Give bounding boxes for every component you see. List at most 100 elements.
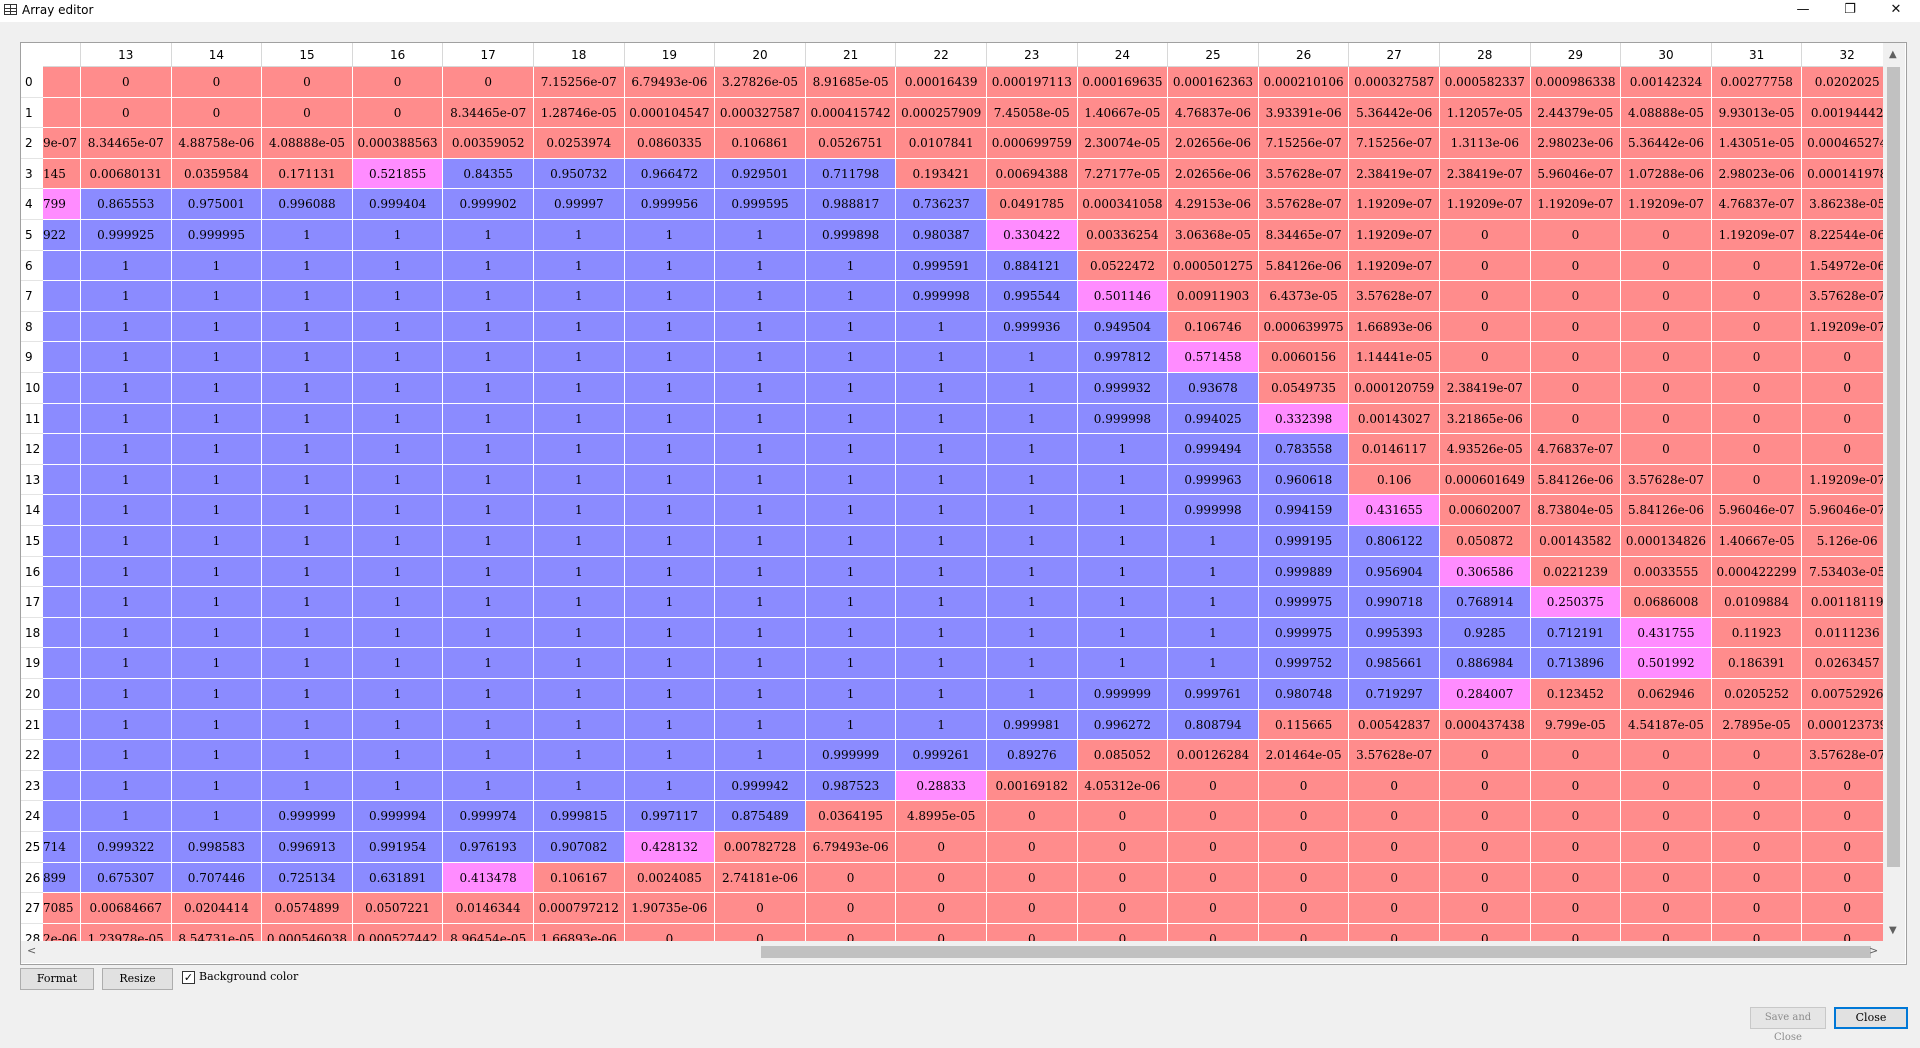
table-cell[interactable]: 1 — [443, 403, 534, 435]
table-cell[interactable]: 0.707446 — [171, 862, 263, 894]
table-cell[interactable]: 1 — [987, 464, 1078, 496]
table-cell[interactable]: 0.999761 — [1168, 679, 1259, 710]
table-cell[interactable]: 1 — [352, 495, 444, 526]
table-cell[interactable]: 0.996272 — [1077, 709, 1169, 741]
table-cell[interactable]: 1 — [81, 740, 172, 771]
table-cell[interactable]: 0.999494 — [1168, 434, 1259, 465]
table-cell[interactable]: 0.000415742 — [805, 97, 897, 129]
table-cell[interactable]: 0.171131 — [262, 158, 353, 190]
table-cell[interactable]: 0.999902 — [443, 189, 534, 220]
table-cell[interactable] — [43, 526, 81, 557]
row-header[interactable]: 0 — [21, 67, 43, 98]
background-color-checkbox[interactable]: ✓ — [182, 971, 195, 984]
table-cell[interactable]: 0.000197113 — [987, 67, 1078, 98]
table-cell[interactable]: 1.19209e-07 — [1440, 189, 1531, 220]
table-cell[interactable]: 1.19209e-07 — [1530, 189, 1622, 220]
table-cell[interactable]: 4.93526e-05 — [1440, 434, 1531, 465]
table-cell[interactable]: 1 — [262, 556, 353, 588]
table-cell[interactable]: 0.332398 — [1258, 403, 1350, 435]
table-cell[interactable]: 0 — [352, 67, 444, 98]
table-cell[interactable]: 3.57628e-07 — [1258, 158, 1350, 190]
row-header[interactable]: 1 — [21, 97, 43, 129]
table-cell[interactable]: 1 — [262, 526, 353, 557]
table-cell[interactable]: 0.999195 — [1258, 526, 1350, 557]
table-cell[interactable]: 1 — [987, 434, 1078, 465]
table-cell[interactable]: 0 — [1530, 250, 1622, 282]
table-cell[interactable]: 0.106 — [1349, 464, 1440, 496]
table-cell[interactable]: 0.995393 — [1349, 617, 1440, 649]
table-cell[interactable]: 1 — [715, 250, 806, 282]
table-cell[interactable]: 799 — [43, 189, 81, 220]
table-cell[interactable]: 1 — [262, 709, 353, 741]
table-cell[interactable]: 0.00684667 — [81, 893, 172, 924]
table-cell[interactable]: 0 — [1440, 832, 1531, 863]
table-cell[interactable]: 1 — [171, 526, 263, 557]
table-cell[interactable]: 1.40667e-05 — [1077, 97, 1169, 129]
table-cell[interactable] — [43, 464, 81, 496]
table-cell[interactable]: 0.9285 — [1440, 617, 1531, 649]
table-cell[interactable]: 1 — [443, 679, 534, 710]
table-cell[interactable]: 1.19209e-07 — [1349, 189, 1440, 220]
table-cell[interactable]: 0 — [1621, 250, 1712, 282]
table-cell[interactable]: 0.0146117 — [1349, 434, 1440, 465]
table-cell[interactable]: 4.08888e-05 — [262, 128, 353, 159]
table-cell[interactable]: 2.38419e-07 — [1349, 158, 1440, 190]
table-cell[interactable]: 0.999974 — [443, 801, 534, 832]
table-cell[interactable]: 1 — [262, 464, 353, 496]
table-cell[interactable]: 0.28833 — [896, 770, 987, 802]
table-cell[interactable]: 0 — [987, 862, 1078, 894]
table-cell[interactable]: 1 — [805, 587, 897, 618]
column-header[interactable]: 27 — [1349, 43, 1440, 67]
table-cell[interactable]: 1 — [534, 495, 625, 526]
table-cell[interactable]: 1 — [81, 495, 172, 526]
column-header[interactable]: 20 — [715, 43, 806, 67]
table-cell[interactable]: 1 — [1077, 556, 1169, 588]
table-cell[interactable]: 1 — [443, 495, 534, 526]
table-cell[interactable]: 1.19209e-07 — [1802, 311, 1883, 343]
table-cell[interactable]: 0.00694388 — [987, 158, 1078, 190]
column-header[interactable]: 25 — [1168, 43, 1259, 67]
table-cell[interactable]: 0 — [1077, 862, 1169, 894]
table-cell[interactable]: 0.050872 — [1440, 526, 1531, 557]
table-cell[interactable]: 2.02656e-06 — [1168, 128, 1259, 159]
table-cell[interactable]: 1 — [171, 403, 263, 435]
table-cell[interactable]: 1 — [352, 311, 444, 343]
table-cell[interactable]: 1 — [987, 617, 1078, 649]
table-cell[interactable]: 1 — [534, 709, 625, 741]
table-cell[interactable]: 0 — [987, 832, 1078, 863]
table-cell[interactable]: 0.865553 — [81, 189, 172, 220]
table-cell[interactable]: 0.999752 — [1258, 648, 1350, 679]
table-cell[interactable]: 0.0686008 — [1621, 587, 1712, 618]
table-cell[interactable] — [43, 801, 81, 832]
table-cell[interactable]: 0.999889 — [1258, 556, 1350, 588]
row-header[interactable]: 3 — [21, 158, 43, 190]
table-cell[interactable]: 0.999815 — [534, 801, 625, 832]
table-cell[interactable]: 0.990718 — [1349, 587, 1440, 618]
table-cell[interactable]: 0.000120759 — [1349, 373, 1440, 404]
table-cell[interactable]: 0 — [1530, 801, 1622, 832]
table-cell[interactable]: 5.96046e-07 — [1802, 495, 1883, 526]
table-cell[interactable]: 0.999404 — [352, 189, 444, 220]
table-cell[interactable]: 1 — [624, 220, 716, 251]
table-cell[interactable]: 1.40667e-05 — [1711, 526, 1803, 557]
column-header[interactable]: 13 — [81, 43, 172, 67]
table-cell[interactable]: 0 — [1168, 862, 1259, 894]
table-cell[interactable]: 1 — [624, 250, 716, 282]
table-cell[interactable]: 0.0507221 — [352, 893, 444, 924]
table-cell[interactable]: 0.875489 — [715, 801, 806, 832]
table-cell[interactable]: 1 — [896, 709, 987, 741]
table-cell[interactable]: 1 — [352, 556, 444, 588]
table-cell[interactable]: 0 — [1621, 923, 1712, 941]
table-cell[interactable]: 0.719297 — [1349, 679, 1440, 710]
table-cell[interactable]: 0.994159 — [1258, 495, 1350, 526]
table-cell[interactable]: 1 — [805, 464, 897, 496]
table-cell[interactable]: 0.00143027 — [1349, 403, 1440, 435]
table-cell[interactable]: 1 — [624, 342, 716, 373]
table-cell[interactable]: 4.88758e-06 — [171, 128, 263, 159]
table-cell[interactable]: 0 — [81, 67, 172, 98]
table-cell[interactable]: 0.999595 — [715, 189, 806, 220]
table-cell[interactable]: 0.00126284 — [1168, 740, 1259, 771]
table-cell[interactable]: 0 — [1621, 770, 1712, 802]
table-cell[interactable]: 0.431655 — [1349, 495, 1440, 526]
table-cell[interactable]: 4.54187e-05 — [1621, 709, 1712, 741]
